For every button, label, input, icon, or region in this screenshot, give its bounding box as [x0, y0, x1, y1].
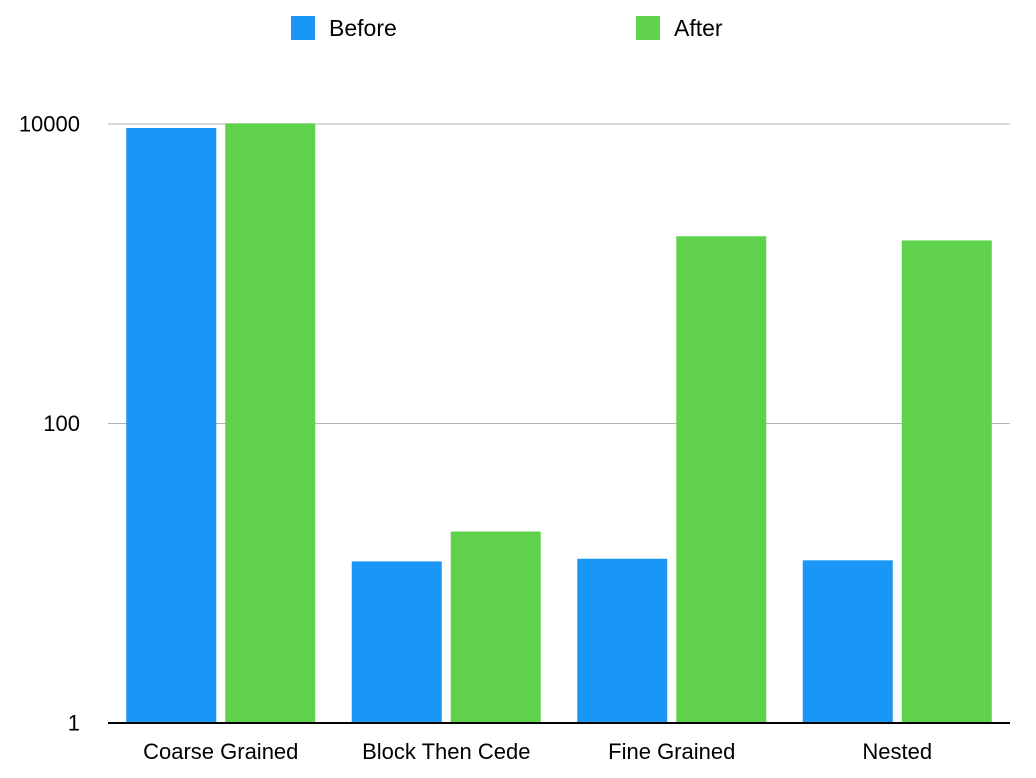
- bars: [126, 123, 992, 724]
- bar-before-nested: [802, 560, 893, 723]
- x-category-label: Nested: [862, 739, 932, 764]
- y-tick-label: 100: [43, 411, 80, 436]
- y-tick-label: 10000: [19, 112, 80, 137]
- x-category-label: Block Then Cede: [362, 739, 530, 764]
- x-axis: Coarse Grained Block Then Cede Fine Graine…: [143, 739, 932, 764]
- y-axis: 1 100 10000: [19, 112, 80, 736]
- bar-before-block-then-cede: [351, 561, 442, 723]
- x-category-label: Coarse Grained: [143, 739, 298, 764]
- bar-after-fine-grained: [676, 236, 767, 723]
- legend-swatch-after: [636, 16, 660, 40]
- legend-label-after: After: [674, 15, 723, 41]
- bar-before-coarse-grained: [126, 128, 217, 723]
- legend: Before After: [291, 15, 723, 41]
- bar-after-block-then-cede: [450, 531, 541, 723]
- bar-after-nested: [901, 240, 992, 724]
- bar-before-fine-grained: [577, 558, 668, 723]
- x-category-label: Fine Grained: [608, 739, 735, 764]
- bar-after-coarse-grained: [225, 123, 316, 723]
- legend-swatch-before: [291, 16, 315, 40]
- y-tick-label: 1: [68, 711, 80, 736]
- legend-label-before: Before: [329, 15, 397, 41]
